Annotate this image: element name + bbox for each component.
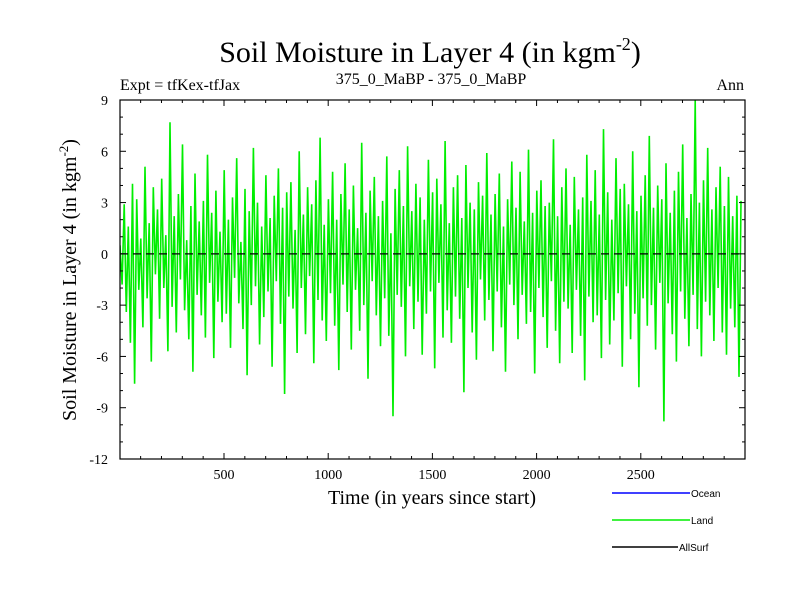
x-tick-label: 2500: [627, 468, 655, 483]
experiment-label: Expt = tfKex-tfJax: [120, 77, 240, 94]
y-tick-label: -6: [96, 350, 108, 365]
x-axis-label: Time (in years since start): [328, 487, 536, 509]
y-tick-label: -9: [96, 402, 108, 417]
period-label: 375_0_MaBP - 375_0_MaBP: [336, 71, 527, 88]
y-axis-label: Soil Moisture in Layer 4 (in kgm-2): [56, 139, 81, 421]
season-label: Ann: [716, 77, 744, 94]
legend-label-land: Land: [691, 516, 713, 527]
y-tick-label: 3: [101, 197, 108, 212]
land-series: [120, 100, 742, 422]
x-tick-label: 1500: [418, 468, 446, 483]
legend-label-ocean: Ocean: [691, 489, 720, 500]
y-axis: -12 -9 -6 -3 0 3 6 9: [89, 94, 745, 468]
y-tick-label: 9: [101, 94, 108, 109]
x-tick-label: 500: [213, 468, 234, 483]
legend-label-allsurf: AllSurf: [679, 543, 709, 554]
y-tick-label: -12: [89, 453, 108, 468]
legend: Ocean Land AllSurf: [612, 489, 720, 554]
chart-title: Soil Moisture in Layer 4 (in kgm-2): [219, 34, 641, 69]
land-line: [120, 100, 742, 422]
x-axis: 500 1000 1500 2000 2500: [140, 100, 725, 483]
y-tick-label: 0: [101, 248, 108, 263]
y-tick-label: 6: [101, 145, 108, 160]
x-tick-label: 2000: [523, 468, 551, 483]
x-tick-label: 1000: [314, 468, 342, 483]
y-tick-label: -3: [96, 299, 108, 314]
